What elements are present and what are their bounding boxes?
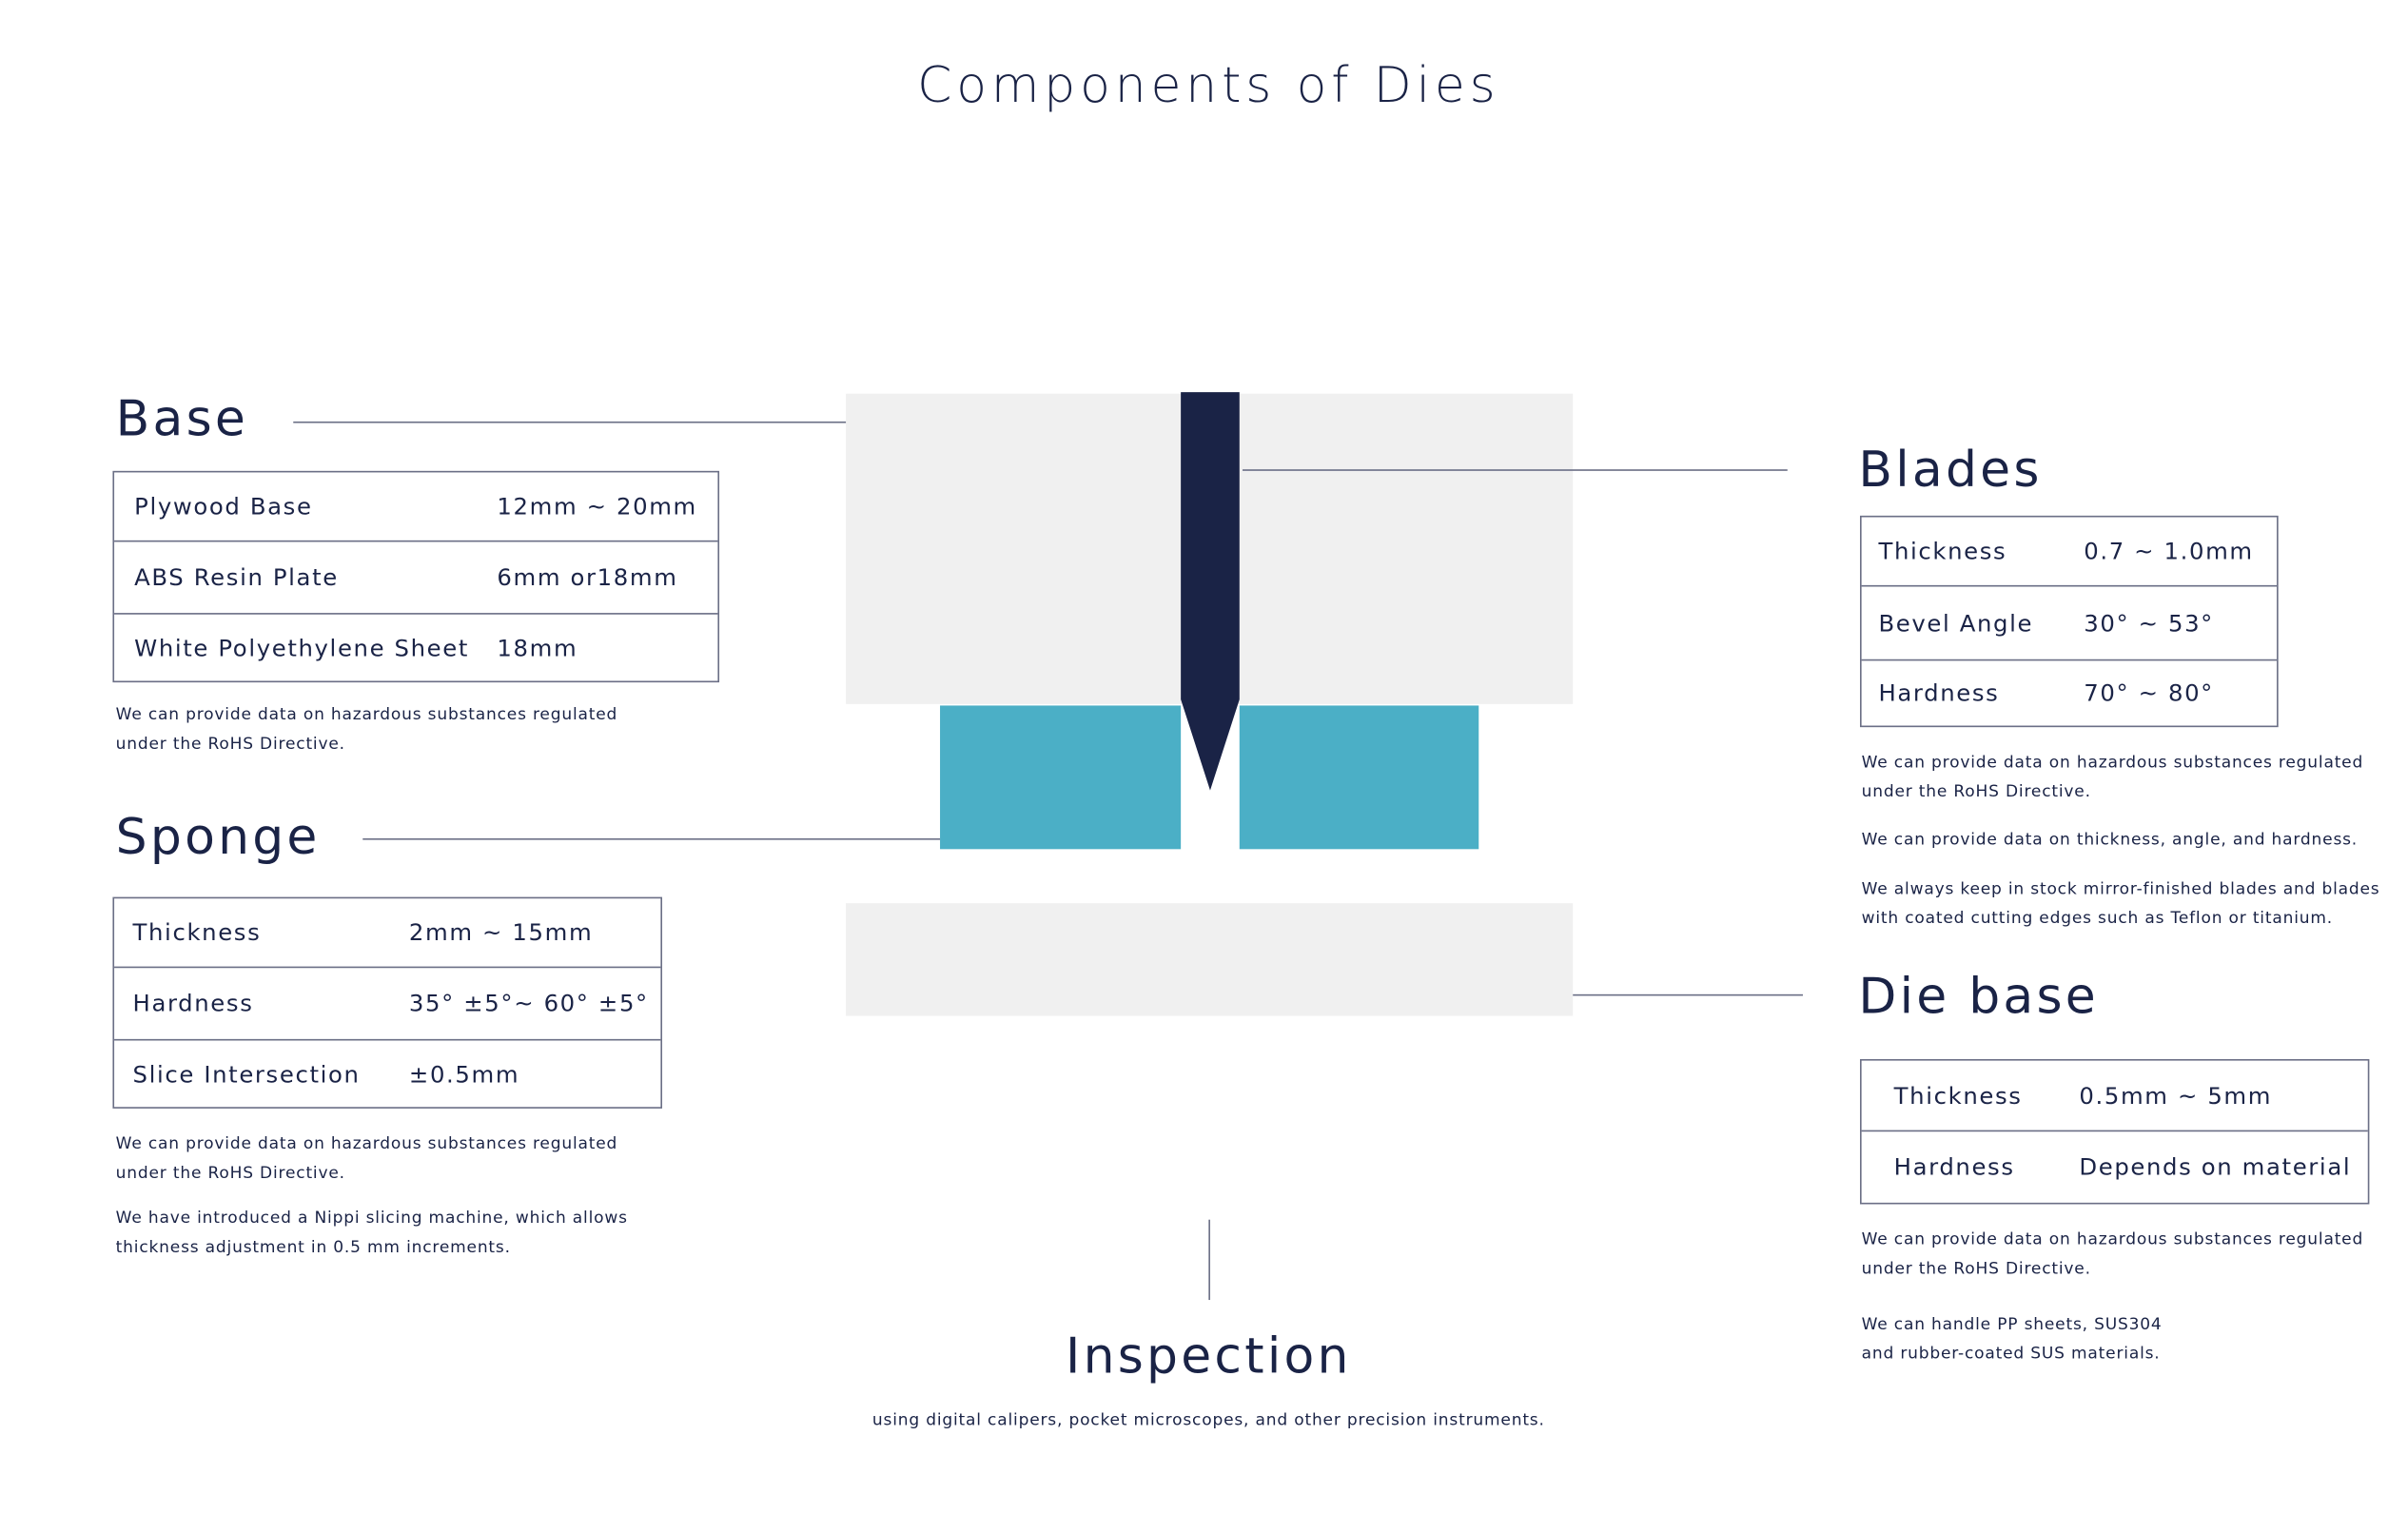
- row-value: 12mm ~ 20mm: [497, 492, 697, 521]
- row-value: ±0.5mm: [408, 1059, 520, 1088]
- row-label: ABS Resin Plate: [134, 563, 339, 592]
- table-row: Thickness 0.5mm ~ 5mm: [1862, 1061, 2368, 1131]
- note-line: under the RoHS Directive.: [1861, 781, 2091, 801]
- die-base-heading: Die base: [1858, 966, 2099, 1026]
- base-spec-table: Plywood Base 12mm ~ 20mm ABS Resin Plate 6…: [112, 470, 720, 683]
- row-value: 0.7 ~ 1.0mm: [2084, 537, 2254, 565]
- row-value: 35° ±5°~ 60° ±5°: [408, 989, 649, 1018]
- blades-note: We can provide data on hazardous substan…: [1862, 749, 2363, 806]
- diagram-die-base-block: [846, 903, 1574, 1016]
- table-row: Slice Intersection ±0.5mm: [114, 1038, 661, 1107]
- note-line: under the RoHS Directive.: [115, 1163, 345, 1182]
- row-label: White Polyethylene Sheet: [134, 633, 470, 662]
- note-line: We can handle PP sheets, SUS304: [1861, 1315, 2163, 1334]
- die-base-connector-line: [1573, 993, 1803, 996]
- table-row: Hardness 35° ±5°~ 60° ±5°: [114, 966, 661, 1039]
- note-line: We can provide data on hazardous substan…: [1861, 753, 2364, 773]
- base-connector-line: [293, 421, 847, 423]
- note-line: We can provide data on hazardous substan…: [1861, 1230, 2364, 1249]
- diagram-sponge-left: [940, 705, 1182, 850]
- blades-spec-table: Thickness 0.7 ~ 1.0mm Bevel Angle 30° ~ 53…: [1859, 515, 2279, 728]
- row-value: 70° ~ 80°: [2084, 678, 2214, 708]
- blades-note: We can provide data on thickness, angle,…: [1862, 826, 2358, 855]
- note-line: We have introduced a Nippi slicing machi…: [115, 1209, 628, 1228]
- inspection-heading: Inspection: [1066, 1326, 1352, 1386]
- table-row: Thickness 0.7 ~ 1.0mm: [1862, 518, 2277, 585]
- row-label: Thickness: [132, 918, 262, 947]
- diagram-sponge-right: [1239, 705, 1479, 850]
- table-row: Bevel Angle 30° ~ 53°: [1861, 584, 2278, 659]
- sponge-heading: Sponge: [115, 807, 321, 867]
- sponge-connector-line: [362, 837, 941, 840]
- table-row: Thickness 2mm ~ 15mm: [114, 898, 660, 966]
- sponge-note: We can provide data on hazardous substan…: [116, 1131, 617, 1188]
- row-value: 30° ~ 53°: [2084, 609, 2214, 638]
- table-row: Plywood Base 12mm ~ 20mm: [114, 472, 717, 540]
- note-line: We always keep in stock mirror-finished …: [1861, 879, 2380, 899]
- blades-note: We always keep in stock mirror-finished …: [1862, 875, 2380, 933]
- blades-heading: Blades: [1858, 440, 2043, 500]
- note-line: under the RoHS Directive.: [115, 734, 345, 753]
- blades-connector-line: [1243, 469, 1788, 471]
- base-heading: Base: [115, 388, 249, 448]
- row-label: Plywood Base: [134, 492, 313, 521]
- table-row: White Polyethylene Sheet 18mm: [114, 613, 718, 680]
- row-value: Depends on material: [2079, 1152, 2352, 1182]
- note-line: and rubber-coated SUS materials.: [1861, 1344, 2161, 1363]
- note-line: We can provide data on thickness, angle,…: [1861, 830, 2359, 850]
- row-label: Thickness: [1878, 537, 2007, 565]
- sponge-spec-table: Thickness 2mm ~ 15mm Hardness 35° ±5°~ 60°…: [112, 896, 663, 1109]
- page-title: Components of Dies: [917, 55, 1500, 115]
- table-row: Hardness 70° ~ 80°: [1861, 659, 2278, 726]
- row-label: Hardness: [132, 989, 254, 1018]
- row-value: 18mm: [497, 633, 578, 662]
- row-label: Slice Intersection: [132, 1059, 361, 1088]
- note-line: under the RoHS Directive.: [1861, 1259, 2091, 1278]
- inspection-subtitle: using digital calipers, pocket microscop…: [871, 1410, 1545, 1430]
- diagram-blade: [1181, 392, 1240, 791]
- note-line: We can provide data on hazardous substan…: [115, 1134, 618, 1153]
- sponge-note: We have introduced a Nippi slicing machi…: [116, 1204, 628, 1261]
- row-value: 0.5mm ~ 5mm: [2079, 1081, 2273, 1110]
- note-line: We can provide data on hazardous substan…: [115, 705, 618, 724]
- row-label: Hardness: [1893, 1152, 2015, 1182]
- inspection-connector-line: [1208, 1219, 1210, 1301]
- row-value: 2mm ~ 15mm: [408, 918, 594, 947]
- base-note: We can provide data on hazardous substan…: [116, 701, 617, 758]
- row-label: Hardness: [1878, 678, 2000, 708]
- table-row: ABS Resin Plate 6mm or18mm: [114, 540, 718, 613]
- die-base-note: We can provide data on hazardous substan…: [1862, 1226, 2363, 1283]
- note-line: with coated cutting edges such as Teflon…: [1861, 908, 2334, 928]
- row-value: 6mm or18mm: [497, 563, 678, 592]
- note-line: thickness adjustment in 0.5 mm increment…: [115, 1237, 511, 1256]
- die-base-spec-table: Thickness 0.5mm ~ 5mm Hardness Depends on …: [1859, 1058, 2370, 1205]
- row-label: Bevel Angle: [1878, 609, 2034, 638]
- row-label: Thickness: [1893, 1081, 2023, 1110]
- die-base-note: We can handle PP sheets, SUS304 and rubbe…: [1862, 1310, 2163, 1367]
- table-row: Hardness Depends on material: [1861, 1130, 2368, 1203]
